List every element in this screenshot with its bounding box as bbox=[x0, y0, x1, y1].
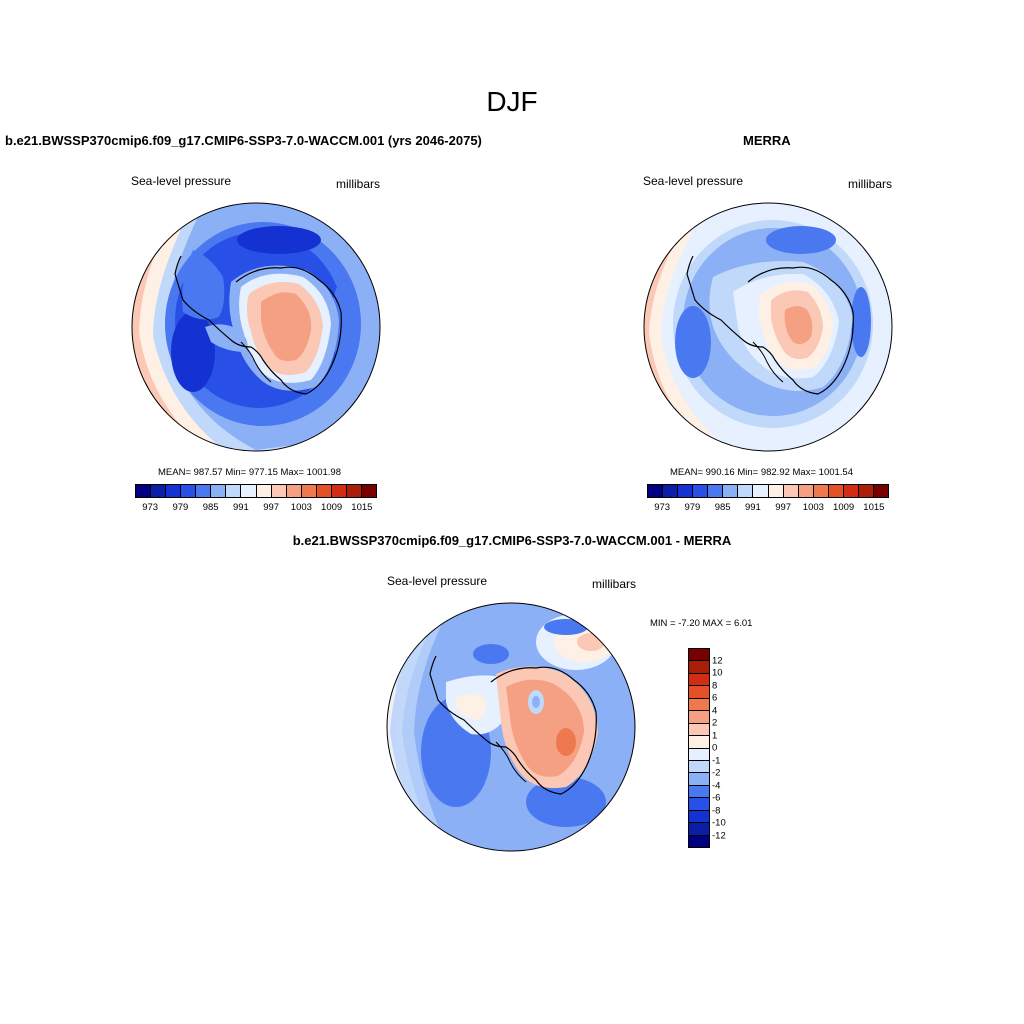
obs-stats: MEAN= 990.16 Min= 982.92 Max= 1001.54 bbox=[670, 467, 853, 478]
obs-colorbar-tick-label: 1015 bbox=[863, 502, 885, 513]
diff-colorbar-tick-label: -4 bbox=[712, 780, 721, 791]
diff-colorbar bbox=[688, 648, 710, 848]
obs-polar-map bbox=[643, 202, 893, 452]
diff-polar-map bbox=[386, 602, 636, 852]
model-colorbar-tick-label: 985 bbox=[202, 502, 219, 513]
model-colorbar-swatch bbox=[256, 485, 272, 497]
diff-colorbar-swatch bbox=[689, 661, 709, 674]
obs-colorbar-tick-label: 973 bbox=[654, 502, 671, 513]
model-colorbar-tick-label: 1009 bbox=[321, 502, 343, 513]
diff-colorbar-swatch bbox=[689, 798, 709, 811]
obs-colorbar bbox=[647, 484, 889, 498]
model-variable-label: Sea-level pressure bbox=[131, 174, 232, 188]
obs-colorbar-tick-label: 985 bbox=[714, 502, 731, 513]
diff-colorbar-swatch bbox=[689, 673, 709, 687]
diff-colorbar-tick-label: 6 bbox=[712, 692, 718, 704]
obs-colorbar-tick-label: 1003 bbox=[802, 502, 824, 513]
obs-colorbar-swatch bbox=[693, 485, 709, 497]
obs-units-label: millibars bbox=[848, 177, 893, 191]
obs-colorbar-tick-label: 997 bbox=[775, 502, 792, 513]
diff-panel-title: b.e21.BWSSP370cmip6.f09_g17.CMIP6-SSP3-7… bbox=[292, 533, 732, 548]
main-title: DJF bbox=[486, 86, 538, 117]
diff-colorbar-tick-label: -12 bbox=[712, 830, 726, 841]
obs-colorbar-swatch bbox=[813, 485, 829, 497]
obs-colorbar-tick-label: 991 bbox=[744, 502, 761, 513]
model-colorbar-tick-label: 991 bbox=[232, 502, 249, 513]
diff-variable-label: Sea-level pressure bbox=[387, 574, 488, 588]
diff-colorbar-tick-label: -2 bbox=[712, 767, 721, 779]
diff-colorbar-tick-label: 10 bbox=[712, 667, 723, 679]
obs-colorbar-swatch bbox=[708, 485, 724, 497]
diff-colorbar-swatch bbox=[689, 810, 709, 824]
model-colorbar-swatch bbox=[346, 485, 362, 497]
model-colorbar-swatch bbox=[136, 485, 152, 497]
diff-colorbar-swatch bbox=[689, 785, 709, 799]
obs-colorbar-swatch bbox=[723, 485, 739, 497]
model-units-label: millibars bbox=[336, 177, 381, 191]
model-panel-title: b.e21.BWSSP370cmip6.f09_g17.CMIP6-SSP3-7… bbox=[5, 133, 482, 148]
model-colorbar-swatch bbox=[286, 485, 302, 497]
model-colorbar-swatch bbox=[196, 485, 212, 497]
model-colorbar-swatch bbox=[331, 485, 347, 497]
diff-colorbar-swatch bbox=[689, 835, 709, 847]
model-colorbar-swatch bbox=[241, 485, 257, 497]
diff-colorbar-tick-label: 1 bbox=[712, 730, 718, 741]
model-colorbar-swatch bbox=[226, 485, 242, 497]
model-colorbar-swatch bbox=[316, 485, 332, 497]
diff-colorbar-tick-label: 12 bbox=[712, 655, 723, 666]
diff-colorbar-tick-label: -6 bbox=[712, 792, 721, 804]
model-colorbar-swatch bbox=[181, 485, 197, 497]
model-colorbar-swatch bbox=[301, 485, 317, 497]
obs-variable-label: Sea-level pressure bbox=[643, 174, 744, 188]
obs-panel-title: MERRA bbox=[743, 133, 791, 148]
model-colorbar bbox=[135, 484, 377, 498]
diff-colorbar-swatch bbox=[689, 748, 709, 761]
model-colorbar-tick-label: 1015 bbox=[351, 502, 373, 513]
model-stats: MEAN= 987.57 Min= 977.15 Max= 1001.98 bbox=[158, 467, 341, 478]
model-colorbar-swatch bbox=[271, 485, 287, 497]
model-colorbar-swatch bbox=[151, 485, 167, 497]
diff-colorbar-swatch bbox=[689, 823, 709, 836]
diff-colorbar-tick-label: 4 bbox=[712, 705, 718, 716]
obs-colorbar-swatch bbox=[843, 485, 859, 497]
diff-colorbar-swatch bbox=[689, 736, 709, 749]
model-colorbar-tick-label: 997 bbox=[263, 502, 280, 513]
diff-units-label: millibars bbox=[592, 577, 637, 591]
model-colorbar-tick-label: 1003 bbox=[290, 502, 312, 513]
model-colorbar-swatch bbox=[166, 485, 182, 497]
obs-colorbar-tick-label: 979 bbox=[684, 502, 701, 513]
obs-colorbar-swatch bbox=[873, 485, 888, 497]
diff-colorbar-tick-label: 0 bbox=[712, 742, 718, 754]
obs-colorbar-swatch bbox=[828, 485, 844, 497]
obs-colorbar-swatch bbox=[858, 485, 874, 497]
obs-colorbar-swatch bbox=[783, 485, 799, 497]
diff-colorbar-tick-label: 8 bbox=[712, 680, 718, 691]
diff-colorbar-swatch bbox=[689, 649, 709, 662]
diff-colorbar-swatch bbox=[689, 773, 709, 786]
diff-colorbar-tick-label: -1 bbox=[712, 755, 721, 766]
obs-colorbar-swatch bbox=[663, 485, 679, 497]
diff-minmax: MIN = -7.20 MAX = 6.01 bbox=[650, 618, 753, 629]
obs-colorbar-swatch bbox=[798, 485, 814, 497]
diff-colorbar-swatch bbox=[689, 698, 709, 712]
diff-colorbar-tick-label: -8 bbox=[712, 805, 721, 816]
model-polar-map bbox=[131, 202, 381, 452]
diff-colorbar-tick-label: 2 bbox=[712, 717, 718, 729]
model-colorbar-swatch bbox=[361, 485, 376, 497]
obs-colorbar-swatch bbox=[738, 485, 754, 497]
diff-colorbar-tick-label: -10 bbox=[712, 817, 726, 829]
model-colorbar-tick-label: 979 bbox=[172, 502, 189, 513]
model-colorbar-swatch bbox=[211, 485, 227, 497]
obs-colorbar-swatch bbox=[678, 485, 694, 497]
diff-colorbar-swatch bbox=[689, 711, 709, 724]
obs-colorbar-tick-label: 1009 bbox=[833, 502, 855, 513]
diff-colorbar-swatch bbox=[689, 760, 709, 774]
obs-colorbar-swatch bbox=[753, 485, 769, 497]
obs-colorbar-swatch bbox=[768, 485, 784, 497]
diff-colorbar-swatch bbox=[689, 723, 709, 737]
model-colorbar-tick-label: 973 bbox=[142, 502, 159, 513]
diff-colorbar-swatch bbox=[689, 686, 709, 699]
obs-colorbar-swatch bbox=[648, 485, 664, 497]
